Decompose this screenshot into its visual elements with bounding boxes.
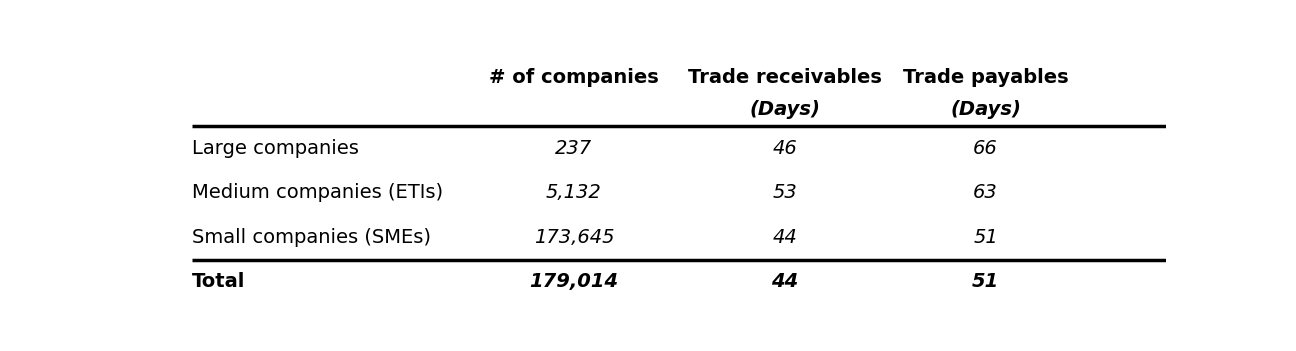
Text: 179,014: 179,014 — [529, 272, 618, 291]
Text: 51: 51 — [973, 228, 998, 247]
Text: 5,132: 5,132 — [546, 183, 601, 202]
Text: Large companies: Large companies — [192, 139, 359, 158]
Text: Total: Total — [192, 272, 245, 291]
Text: # of companies: # of companies — [489, 68, 658, 87]
Text: 53: 53 — [772, 183, 797, 202]
Text: 44: 44 — [771, 272, 798, 291]
Text: 66: 66 — [973, 139, 998, 158]
Text: 46: 46 — [772, 139, 797, 158]
Text: Medium companies (ETIs): Medium companies (ETIs) — [192, 183, 443, 202]
Text: (Days): (Days) — [749, 100, 820, 119]
Text: 63: 63 — [973, 183, 998, 202]
Text: 44: 44 — [772, 228, 797, 247]
Text: 51: 51 — [972, 272, 999, 291]
Text: 173,645: 173,645 — [534, 228, 614, 247]
Text: Small companies (SMEs): Small companies (SMEs) — [192, 228, 432, 247]
Text: (Days): (Days) — [950, 100, 1021, 119]
Text: Trade receivables: Trade receivables — [688, 68, 881, 87]
Text: 237: 237 — [555, 139, 592, 158]
Text: Trade payables: Trade payables — [903, 68, 1068, 87]
